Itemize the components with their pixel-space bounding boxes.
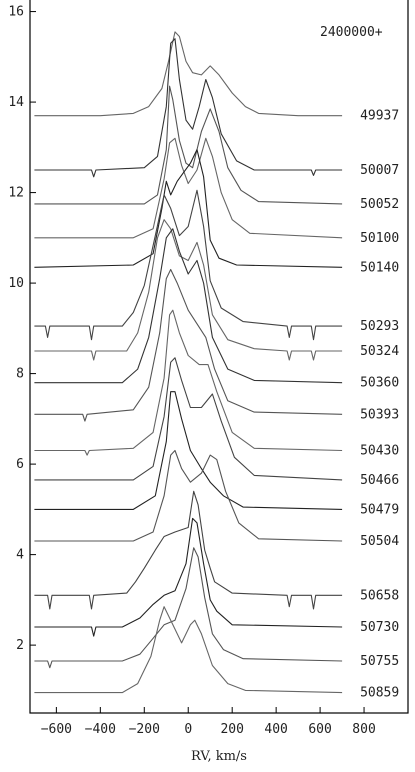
y-tick-label: 14 <box>8 95 24 110</box>
spectrum-line-50479 <box>34 391 343 510</box>
y-axis-ticks: 2 4 6 8 10 12 14 16 <box>8 5 36 653</box>
spectrum-line-50052 <box>34 85 343 205</box>
spectrum-label-50730: 50730 <box>360 620 399 635</box>
plot-frame <box>29 0 409 714</box>
y-tick-label: 10 <box>8 276 24 291</box>
spectrum-label-50100: 50100 <box>360 231 399 246</box>
spectrum-line-50393 <box>34 268 343 422</box>
spectrum-line-50007 <box>34 38 343 178</box>
spectrum-label-50360: 50360 <box>360 376 399 391</box>
spectrum-label-49937: 49937 <box>360 109 399 124</box>
spectrum-line-50466 <box>34 357 343 481</box>
spectrum-line-50293 <box>34 189 343 341</box>
spectrum-label-50479: 50479 <box>360 502 399 517</box>
x-tick-label: −200 <box>129 722 160 737</box>
y-tick-label: 16 <box>8 5 24 20</box>
spectrum-line-50100 <box>34 137 343 239</box>
spectrum-line-50360 <box>34 228 343 384</box>
spectrum-line-50140 <box>34 149 343 268</box>
x-tick-label: −400 <box>85 722 116 737</box>
x-tick-label: 400 <box>264 722 287 737</box>
y-tick-label: 8 <box>16 367 24 382</box>
x-tick-label: 600 <box>308 722 331 737</box>
epoch-label: 2400000+ <box>320 25 383 40</box>
spectrum-line-50504 <box>34 449 343 542</box>
spectrum-label-50393: 50393 <box>360 407 399 422</box>
spectrum-labels: 49937 50007 50052 50100 50140 50293 50324 50360… <box>360 109 399 701</box>
spectrum-line-49937 <box>34 31 343 117</box>
spectra-layer <box>34 31 343 694</box>
spectrum-label-50430: 50430 <box>360 444 399 459</box>
x-tick-label: −600 <box>41 722 72 737</box>
spectrum-label-50007: 50007 <box>360 163 399 178</box>
spectrum-line-50755 <box>34 547 343 669</box>
y-tick-label: 2 <box>16 638 24 653</box>
spectrum-label-50052: 50052 <box>360 197 399 212</box>
y-tick-label: 12 <box>8 186 24 201</box>
spectrum-line-50730 <box>34 517 343 637</box>
spectrum-label-50504: 50504 <box>360 534 399 549</box>
spectrum-line-50658 <box>34 490 343 610</box>
x-axis-title: RV, km/s <box>191 749 247 764</box>
spectrum-label-50324: 50324 <box>360 344 399 359</box>
x-tick-label: 800 <box>352 722 375 737</box>
x-axis-ticks: −600 −400 −200 0 200 400 600 800 <box>41 707 376 737</box>
spectrum-line-50430 <box>34 309 343 456</box>
x-tick-label: 0 <box>184 722 192 737</box>
spectrum-line-50859 <box>34 606 343 694</box>
spectrum-label-50658: 50658 <box>360 588 399 603</box>
spectrum-label-50755: 50755 <box>360 654 399 669</box>
y-tick-label: 4 <box>16 548 24 563</box>
y-tick-label: 6 <box>16 457 24 472</box>
spectrum-label-50466: 50466 <box>360 473 399 488</box>
spectrum-line-50324 <box>34 219 343 361</box>
spectrum-label-50140: 50140 <box>360 260 399 275</box>
spectrum-label-50293: 50293 <box>360 319 399 334</box>
x-tick-label: 200 <box>220 722 243 737</box>
spectrum-label-50859: 50859 <box>360 686 399 701</box>
